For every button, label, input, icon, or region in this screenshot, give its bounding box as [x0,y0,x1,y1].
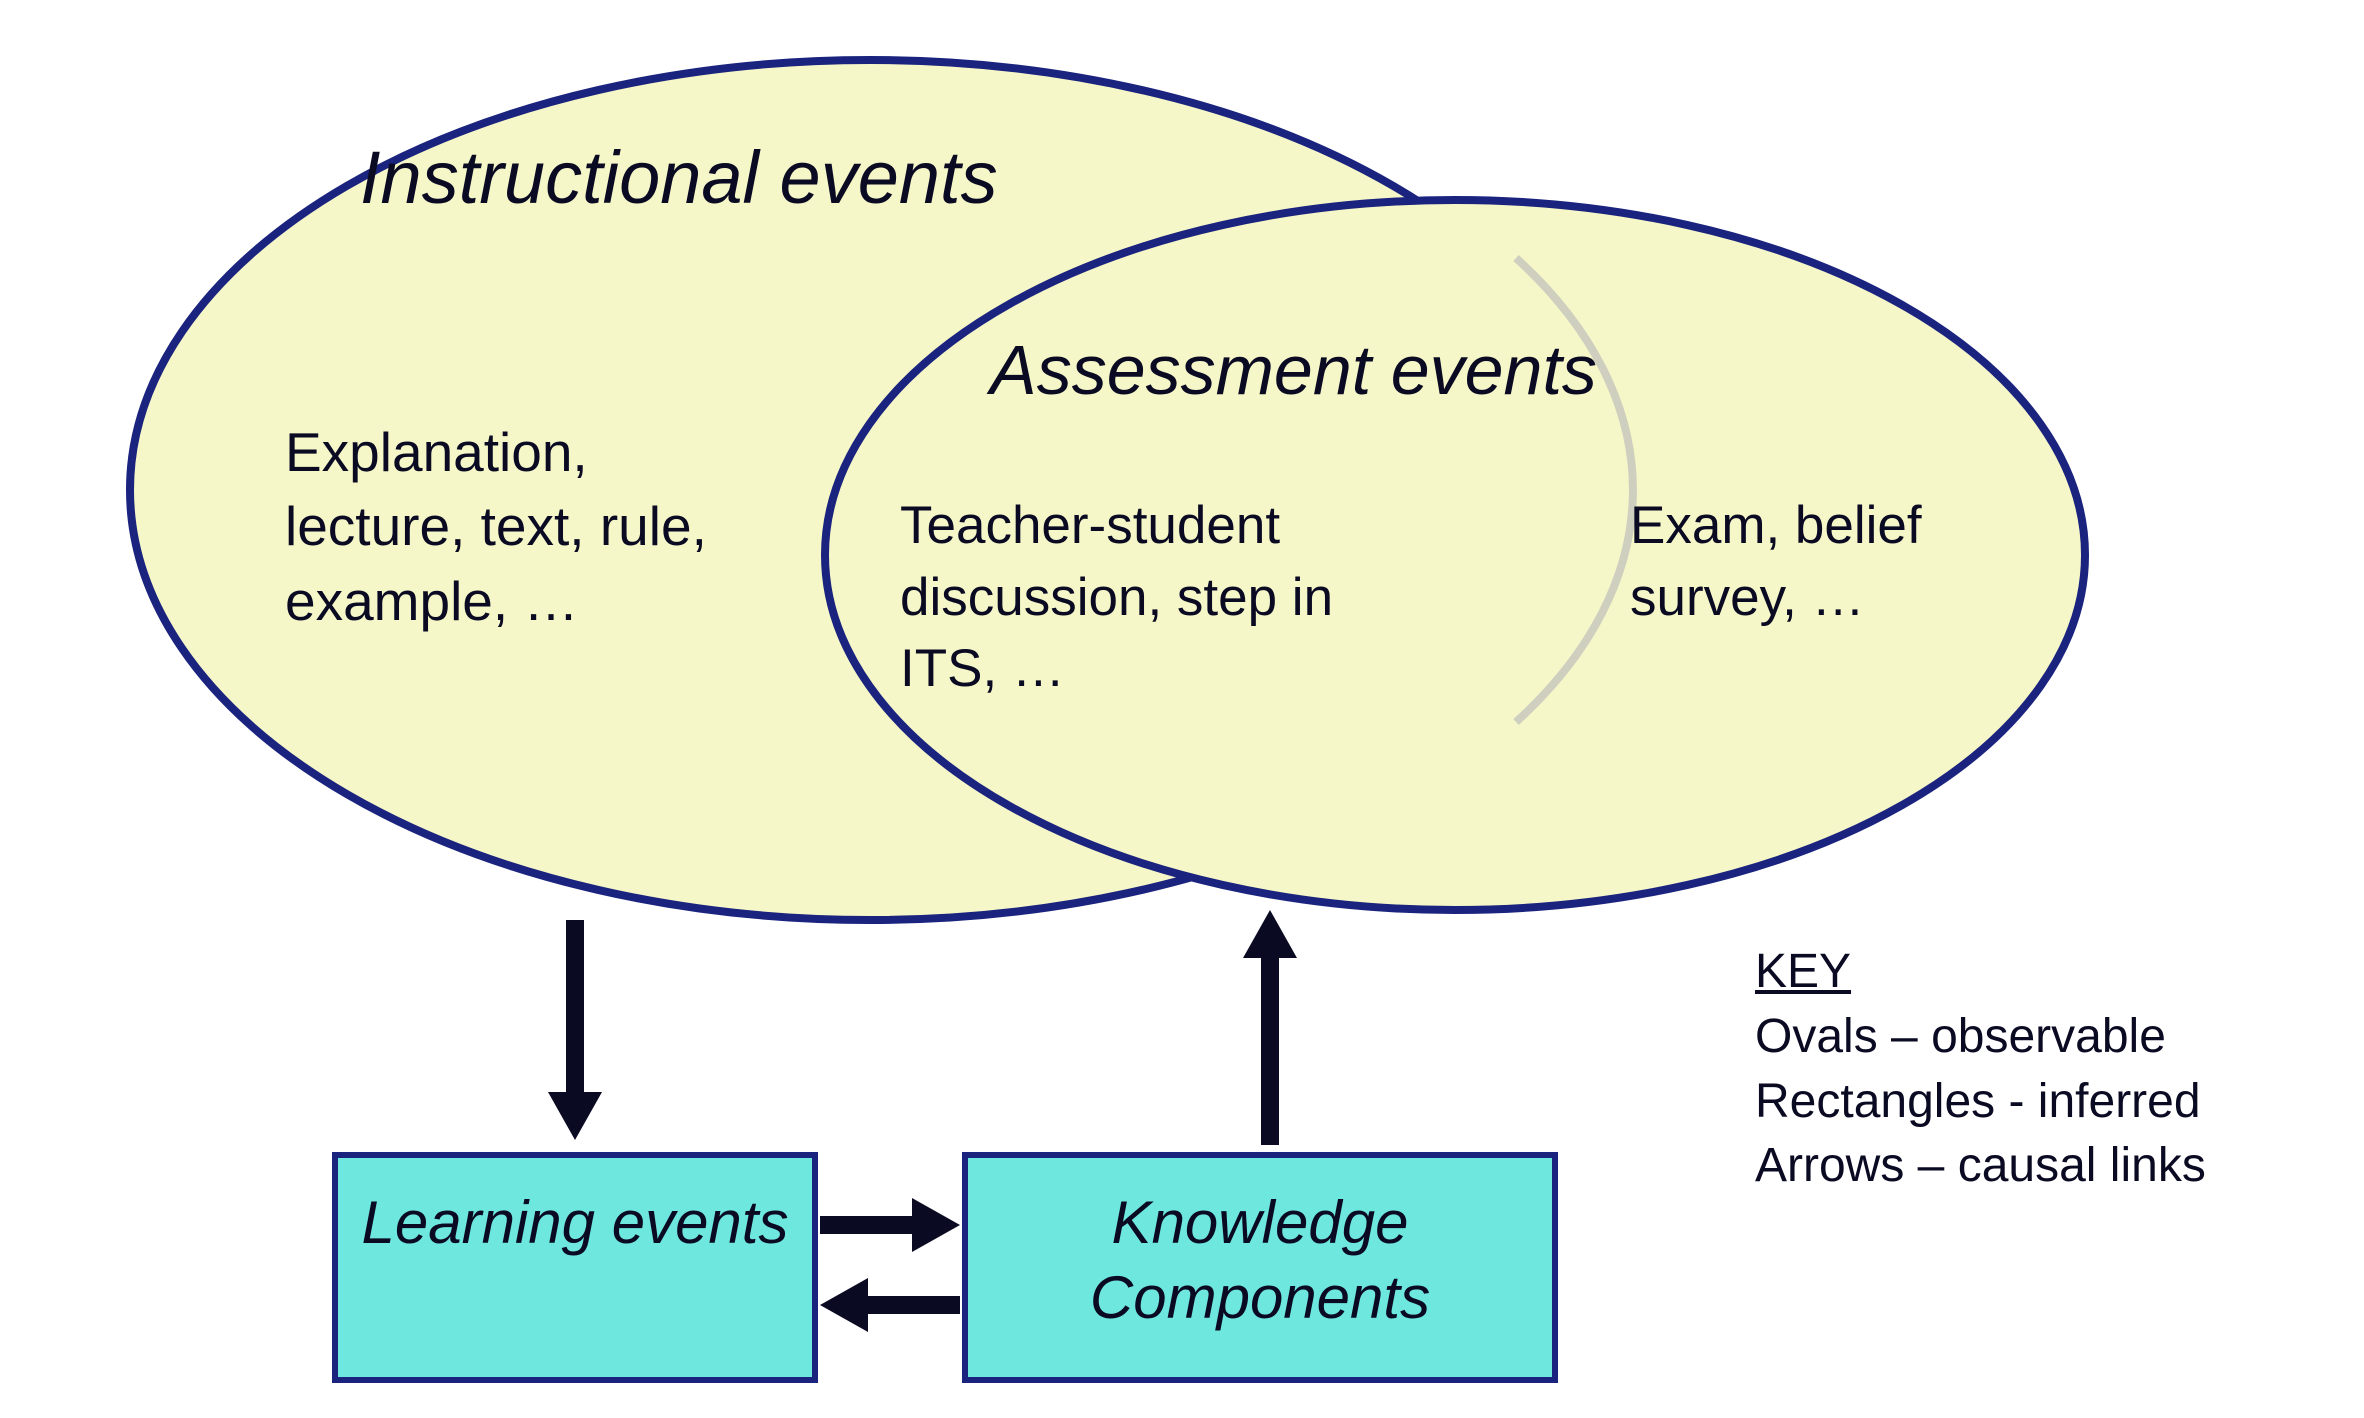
diagram-container: Instructional events Explanation, lectur… [0,0,2364,1418]
learning-label: Learning events [335,1185,815,1260]
assessment-body-overlap: Teacher-student discussion, step in ITS,… [900,490,1400,705]
key-line-1: Ovals – observable [1755,1005,2206,1070]
text-layer: Instructional events Explanation, lectur… [0,0,2364,1418]
instructional-title: Instructional events [360,135,998,220]
assessment-body-right: Exam, belief survey, … [1630,490,1930,633]
assessment-title: Assessment events [990,330,1597,410]
knowledge-label: Knowledge Components [965,1185,1555,1335]
key-title: KEY [1755,940,2206,1005]
key-line-3: Arrows – causal links [1755,1134,2206,1199]
key-line-2: Rectangles - inferred [1755,1070,2206,1135]
key-block: KEY Ovals – observable Rectangles - infe… [1755,940,2206,1199]
instructional-body: Explanation, lecture, text, rule, exampl… [285,415,765,638]
